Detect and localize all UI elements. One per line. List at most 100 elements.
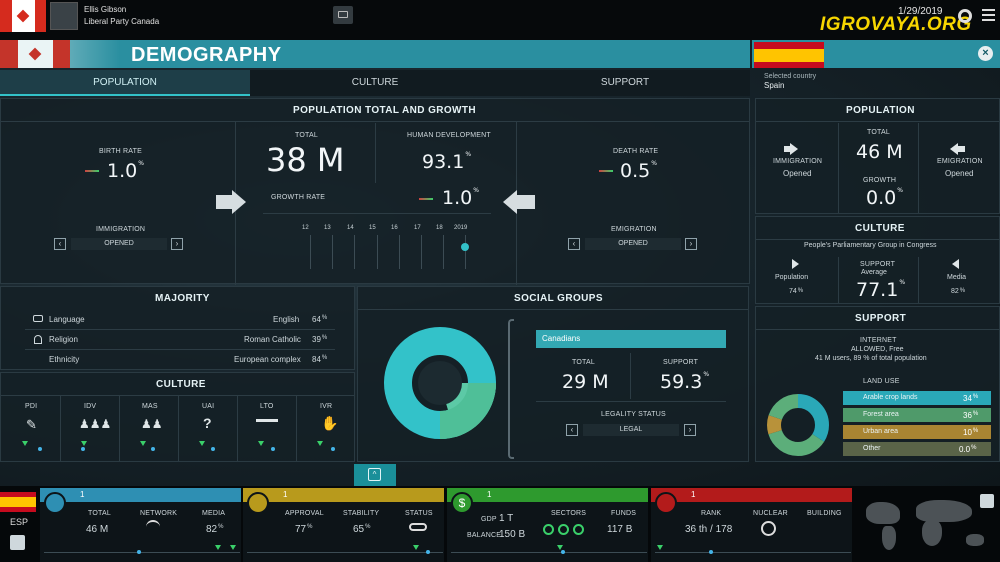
right-emigration-label: EMIGRATION — [937, 158, 983, 165]
immigration-next-button[interactable]: › — [171, 238, 183, 250]
bottom-panel-politics[interactable]: 1 APPROVAL 77% STABILITY 65% STATUS — [243, 488, 444, 562]
right-support-sub: Average — [861, 269, 887, 276]
tab-population[interactable]: POPULATION — [0, 70, 250, 96]
right-culture-title: CULTURE — [855, 223, 905, 234]
timeline[interactable]: 12 13 14 15 16 17 18 2019 — [297, 223, 477, 273]
social-groups-title: SOCIAL GROUPS — [514, 293, 603, 304]
right-growth-label: GROWTH — [863, 177, 897, 184]
window-title: DEMOGRAPHY — [131, 44, 282, 66]
culture-dim-label: UAI — [202, 403, 215, 410]
right-media-label: Media — [947, 274, 967, 281]
right-population-title: POPULATION — [846, 105, 915, 116]
right-support-title: SUPPORT — [855, 313, 907, 324]
arrow-left-icon — [952, 259, 959, 269]
immigration-prev-button[interactable]: ‹ — [54, 238, 66, 250]
canada-flag-banner-icon — [0, 40, 70, 68]
arrow-in-left-icon — [503, 190, 517, 214]
land-use-pct: 0.0% — [959, 445, 977, 454]
death-rate-value: 0.5% — [620, 160, 657, 182]
avatar[interactable] — [50, 2, 78, 30]
chat-icon[interactable] — [333, 6, 353, 24]
immigration-value: OPENED — [71, 238, 167, 250]
dollar-icon: $ — [451, 492, 473, 514]
menu-icon[interactable] — [982, 9, 995, 21]
right-media-pct: 82% — [951, 288, 966, 295]
land-use-other[interactable]: Other — [843, 442, 991, 456]
majority-title: MAJORITY — [155, 293, 210, 304]
right-pop-label: Population — [775, 274, 809, 281]
bottom-panel-military[interactable]: 1 RANK 36 th / 178 NUCLEAR BUILDING — [651, 488, 852, 562]
total-label: TOTAL — [295, 132, 318, 139]
right-growth-value: 0.0% — [866, 187, 903, 209]
right-total-value: 46 M — [856, 141, 903, 163]
majority-panel: MAJORITY Language English 64% Religion R… — [0, 286, 355, 370]
right-emigration-value: Opened — [945, 169, 974, 178]
arrow-left-icon — [958, 146, 965, 152]
death-rate-label: DEATH RATE — [613, 148, 659, 155]
trend-icon — [419, 198, 433, 200]
majority-value: European complex — [234, 355, 301, 364]
canada-flag-icon[interactable] — [0, 0, 46, 32]
right-immigration-label: IMMIGRATION — [773, 158, 823, 165]
right-support-label: SUPPORT — [860, 261, 896, 268]
culture-title: CULTURE — [156, 379, 206, 390]
population-icon — [44, 492, 66, 514]
watermark: IGROVAYA.ORG — [820, 14, 972, 35]
land-use-label: LAND USE — [863, 378, 900, 385]
right-pop-pct: 74% — [789, 288, 804, 295]
hdi-label: HUMAN DEVELOPMENT — [407, 132, 491, 139]
internet-label: INTERNET — [860, 337, 897, 344]
majority-value: English — [273, 315, 300, 324]
close-button[interactable]: × — [978, 46, 993, 61]
settings-icon[interactable] — [958, 9, 972, 23]
bottom-panel-population[interactable]: 1 TOTAL 46 M NETWORK MEDIA 82% — [40, 488, 241, 562]
timeline-year: 16 — [391, 225, 398, 231]
legality-prev-button[interactable]: ‹ — [566, 424, 578, 436]
sector-icon — [573, 524, 584, 535]
map-search-icon[interactable] — [980, 494, 994, 508]
expand-button[interactable]: ^ — [354, 464, 396, 486]
birth-rate-label: BIRTH RATE — [99, 148, 142, 155]
timeline-marker[interactable] — [461, 243, 469, 251]
land-use-urban[interactable]: Urban area — [843, 425, 991, 439]
hdi-value: 93.1% — [422, 151, 472, 173]
spain-flag-small-icon[interactable] — [0, 492, 36, 512]
arrow-left-icon — [950, 143, 958, 155]
majority-pct: 64% — [312, 315, 328, 324]
land-use-forest[interactable]: Forest area — [843, 408, 991, 422]
selected-country: Spain — [764, 81, 785, 90]
timeline-year: 13 — [324, 225, 331, 231]
group-row-canadians[interactable]: Canadians — [536, 330, 726, 348]
growth-rate-value: 1.0% — [442, 187, 479, 209]
birth-rate-value: 1.0% — [107, 160, 144, 182]
trend-icon — [599, 170, 613, 172]
group-total-value: 29 M — [562, 371, 609, 393]
majority-label: Religion — [49, 335, 78, 344]
emigration-prev-button[interactable]: ‹ — [568, 238, 580, 250]
language-icon — [33, 315, 43, 322]
legality-next-button[interactable]: › — [684, 424, 696, 436]
tab-culture[interactable]: CULTURE — [351, 77, 399, 88]
right-total-label: TOTAL — [867, 129, 890, 136]
window-title-bar: DEMOGRAPHY — [0, 40, 750, 68]
arrow-in-left-icon — [517, 195, 535, 209]
culture-dim-label: IDV — [84, 403, 97, 410]
total-value: 38 M — [266, 141, 345, 179]
right-support-value: 77.1% — [856, 279, 906, 301]
legality-label: LEGALITY STATUS — [601, 411, 666, 418]
sector-icon — [543, 524, 554, 535]
social-groups-donut[interactable] — [384, 327, 496, 439]
bottom-panel-economy[interactable]: 1 $ GDP 1 T BALANCE 150 B SECTORS FUNDS … — [447, 488, 648, 562]
internet-users: 41 M users, 89 % of total population — [815, 355, 927, 362]
country-code: ESP — [10, 517, 29, 527]
tab-support[interactable]: SUPPORT — [600, 77, 650, 88]
search-icon[interactable] — [10, 535, 25, 550]
timeline-year: 2019 — [454, 225, 468, 231]
party-name: Liberal Party Canada — [84, 17, 160, 26]
emigration-next-button[interactable]: › — [685, 238, 697, 250]
arrow-right-icon — [784, 146, 791, 152]
tab-bar: POPULATION CULTURE SUPPORT — [0, 70, 750, 96]
world-minimap[interactable] — [856, 490, 1000, 562]
land-use-donut[interactable] — [766, 393, 830, 457]
land-use-arable[interactable]: Arable crop lands — [843, 391, 991, 405]
